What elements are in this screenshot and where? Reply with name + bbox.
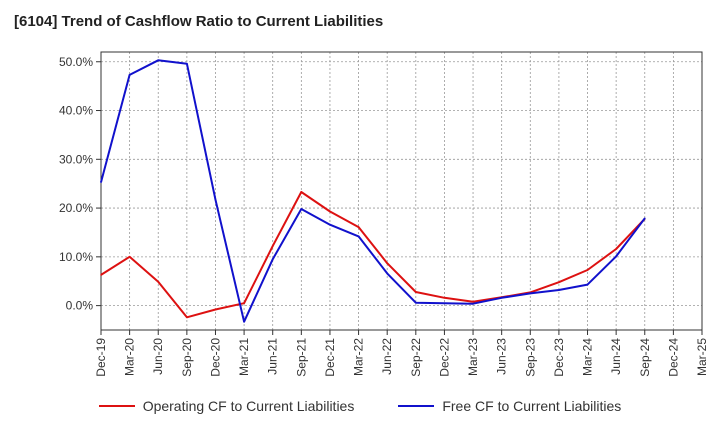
x-tick-label: Dec-22 xyxy=(437,338,451,377)
data-point-free-cf xyxy=(329,223,331,226)
x-tick-label: Mar-21 xyxy=(237,338,251,376)
data-point-operating-cf xyxy=(615,248,617,250)
data-point-operating-cf xyxy=(415,291,417,293)
data-point-operating-cf xyxy=(271,245,274,247)
y-tick-label: 10.0% xyxy=(59,250,93,264)
x-tick-label: Jun-21 xyxy=(266,338,280,375)
x-tick-label: Mar-24 xyxy=(581,338,595,376)
x-tick-label: Sep-20 xyxy=(180,338,194,377)
data-point-operating-cf xyxy=(186,316,188,319)
y-tick-label: 20.0% xyxy=(59,201,93,215)
legend-swatch-free-cf xyxy=(398,405,435,407)
x-tick-label: Sep-22 xyxy=(409,338,423,377)
data-point-free-cf xyxy=(100,181,102,184)
data-point-operating-cf xyxy=(243,302,245,304)
data-point-operating-cf xyxy=(472,300,474,303)
data-point-free-cf xyxy=(128,74,131,76)
data-point-free-cf xyxy=(529,292,532,295)
series-line-operating-cf xyxy=(100,191,646,319)
data-point-free-cf xyxy=(586,283,589,286)
x-axis: Dec-19 Mar-20 Jun-20 Sep-20 Dec-20 Mar-21 Jun-… xyxy=(94,330,709,377)
data-point-operating-cf xyxy=(357,226,360,228)
legend-label-free-cf: Free CF to Current Liabilities xyxy=(442,398,622,414)
y-tick-label: 0.0% xyxy=(66,299,94,313)
data-point-free-cf xyxy=(271,258,274,261)
legend-item-operating-cf: Operating CF to Current Liabilities xyxy=(98,398,355,414)
x-tick-label: Mar-20 xyxy=(123,338,137,376)
data-point-free-cf xyxy=(415,301,417,304)
data-point-operating-cf xyxy=(128,256,131,258)
x-tick-label: Mar-25 xyxy=(695,338,709,376)
data-point-operating-cf xyxy=(443,297,446,299)
data-point-free-cf xyxy=(643,217,646,220)
grid-lines xyxy=(101,52,702,330)
legend-label-operating-cf: Operating CF to Current Liabilities xyxy=(142,398,355,414)
legend-item-free-cf: Free CF to Current Liabilities xyxy=(398,398,621,414)
data-point-free-cf xyxy=(500,297,503,299)
x-tick-label: Jun-23 xyxy=(495,338,509,375)
data-point-operating-cf xyxy=(558,281,560,284)
data-point-free-cf xyxy=(214,198,217,201)
data-point-free-cf xyxy=(243,320,245,323)
x-tick-label: Sep-21 xyxy=(294,338,308,377)
x-tick-label: Sep-23 xyxy=(523,338,537,377)
y-tick-label: 30.0% xyxy=(59,152,93,166)
data-point-free-cf xyxy=(157,59,160,62)
x-tick-label: Dec-19 xyxy=(94,338,108,377)
x-tick-label: Mar-22 xyxy=(352,338,366,376)
data-point-operating-cf xyxy=(586,269,589,271)
x-tick-label: Jun-20 xyxy=(151,338,165,375)
plot-area xyxy=(100,51,703,331)
data-point-free-cf xyxy=(357,235,360,238)
legend: Operating CF to Current Liabilities Free… xyxy=(0,398,720,414)
x-tick-label: Dec-20 xyxy=(208,338,222,377)
x-tick-label: Dec-24 xyxy=(666,338,680,377)
y-tick-label: 50.0% xyxy=(59,55,93,69)
data-point-operating-cf xyxy=(157,280,160,283)
legend-swatch-operating-cf xyxy=(98,405,135,407)
series-line-free-cf xyxy=(100,59,646,323)
x-tick-label: Dec-23 xyxy=(552,338,566,377)
x-tick-label: Sep-24 xyxy=(638,338,652,377)
data-point-free-cf xyxy=(186,62,188,65)
x-tick-label: Jun-22 xyxy=(380,338,394,375)
chart-title: [6104] Trend of Cashflow Ratio to Curren… xyxy=(14,13,384,30)
y-axis: 0.0% 10.0% 20.0% 30.0% 40.0% 50.0% xyxy=(59,55,101,313)
data-point-free-cf xyxy=(300,208,303,210)
data-point-free-cf xyxy=(386,272,388,275)
x-tick-label: Jun-24 xyxy=(609,338,623,375)
y-tick-label: 40.0% xyxy=(59,104,93,118)
data-point-operating-cf xyxy=(386,262,388,264)
data-point-operating-cf xyxy=(329,210,331,213)
data-point-free-cf xyxy=(615,255,617,258)
data-point-operating-cf xyxy=(100,274,102,276)
data-point-operating-cf xyxy=(300,191,303,193)
data-point-free-cf xyxy=(443,302,446,304)
data-point-operating-cf xyxy=(214,308,217,311)
data-point-free-cf xyxy=(558,289,560,291)
data-point-free-cf xyxy=(472,302,474,305)
x-tick-label: Dec-21 xyxy=(323,338,337,377)
x-tick-label: Mar-23 xyxy=(466,338,480,376)
series-layer xyxy=(100,59,646,323)
